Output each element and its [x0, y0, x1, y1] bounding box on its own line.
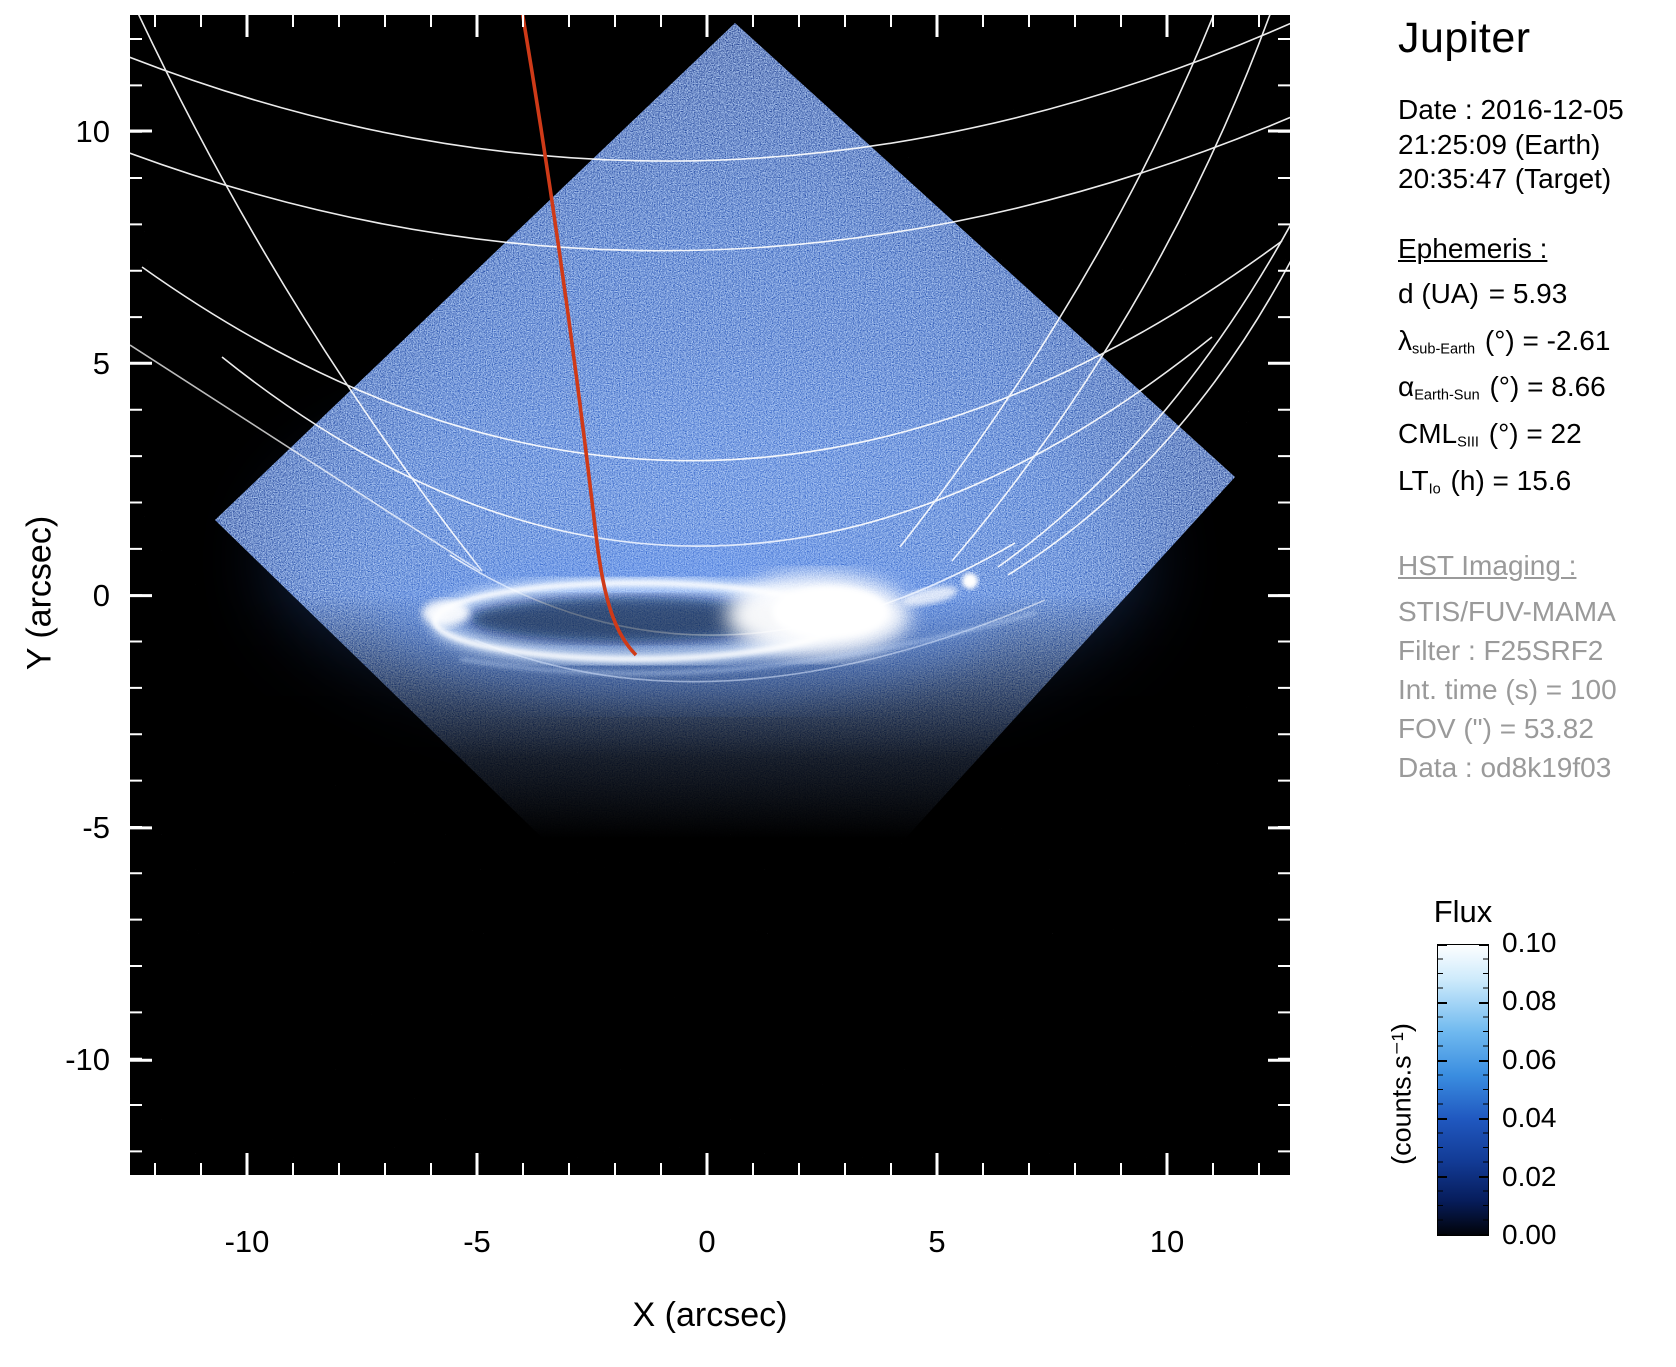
info-panel: Jupiter Date : 2016-12-05 21:25:09 (Eart… [1398, 14, 1676, 787]
colorbar [1437, 944, 1489, 1236]
ephemeris-row-distance: d (UA) = 5.93 [1398, 278, 1568, 310]
plot-area [130, 15, 1290, 1175]
colorbar-tick-label: 0.04 [1502, 1102, 1557, 1133]
hst-data-id-line: Data : od8k19f03 [1398, 752, 1612, 784]
ephemeris-row-cml: CMLSIII (°) = 22 [1398, 418, 1582, 451]
colorbar-tick-label: 0.10 [1502, 927, 1557, 958]
colorbar-ticks [1438, 945, 1488, 1235]
x-tick-label: 0 [698, 1224, 716, 1259]
colorbar-tick-label: 0.08 [1502, 985, 1557, 1016]
target-title: Jupiter [1398, 14, 1531, 62]
time-earth-line: 21:25:09 (Earth) [1398, 128, 1601, 160]
time-target-line: 20:35:47 (Target) [1398, 163, 1612, 195]
hst-imaging-block: HST Imaging : STIS/FUV-MAMA Filter : F25… [1398, 550, 1676, 787]
date-line: Date : 2016-12-05 [1398, 94, 1624, 125]
hst-filter-line: Filter : F25SRF2 [1398, 635, 1604, 667]
colorbar-tick-label: 0.06 [1502, 1044, 1557, 1075]
x-axis-label: X (arcsec) [632, 1296, 788, 1334]
y-tick-label: 0 [92, 578, 110, 613]
colorbar-tick-label: 0.02 [1502, 1161, 1557, 1192]
x-tick-label: -10 [224, 1224, 270, 1259]
hst-int-time-line: Int. time (s) = 100 [1398, 674, 1617, 706]
ephemeris-list: d (UA) = 5.93 λsub-Earth (°) = -2.61 αEart… [1398, 275, 1676, 508]
auroral-oval [390, 545, 1036, 701]
y-tick-label: -10 [65, 1042, 110, 1077]
colorbar-unit-label: (counts.s⁻¹) [1386, 1023, 1417, 1165]
x-tick-label: 10 [1149, 1224, 1185, 1259]
hst-fov-line: FOV (") = 53.82 [1398, 713, 1594, 745]
red-track-curve [520, 15, 638, 657]
y-tick-label: -5 [82, 810, 110, 845]
ephemeris-heading: Ephemeris : [1398, 233, 1548, 265]
hst-imaging-heading: HST Imaging : [1398, 550, 1577, 582]
ephemeris-row-lt-io: LTIo (h) = 15.6 [1398, 464, 1572, 498]
ephemeris-row-alpha: αEarth-Sun (°) = 8.66 [1398, 371, 1606, 405]
observation-datetime: Date : 2016-12-05 21:25:09 (Earth) 20:35… [1398, 93, 1676, 197]
aurora-secondary-spot [962, 573, 978, 589]
sky-image [130, 15, 1290, 1175]
hst-instrument-line: STIS/FUV-MAMA [1398, 596, 1616, 628]
colorbar-title: Flux [1433, 894, 1493, 929]
y-tick-label: 10 [75, 114, 110, 149]
x-tick-label: 5 [928, 1224, 946, 1259]
ephemeris-row-lambda: λsub-Earth (°) = -2.61 [1398, 324, 1611, 358]
x-tick-label: -5 [463, 1224, 491, 1259]
y-tick-label: 5 [92, 346, 110, 381]
colorbar-tick-label: 0.00 [1502, 1219, 1557, 1250]
oval-dark-interior [470, 597, 786, 641]
